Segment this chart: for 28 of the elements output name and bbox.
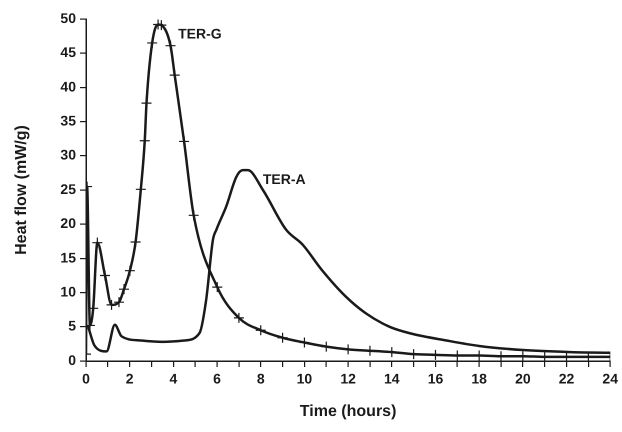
x-tick-label: 8 — [256, 370, 265, 386]
x-tick-label: 0 — [82, 370, 90, 386]
x-tick-label: 2 — [126, 370, 134, 386]
y-tick-label: 0 — [68, 352, 76, 368]
x-tick-label: 4 — [169, 370, 178, 386]
x-tick-label: 16 — [428, 370, 444, 386]
x-tick-label: 12 — [340, 370, 356, 386]
y-tick-label: 50 — [60, 10, 76, 26]
x-tick-label: 10 — [296, 370, 312, 386]
series-label: TER-A — [262, 171, 306, 188]
y-tick-label: 30 — [60, 146, 76, 163]
y-tick-label: 5 — [68, 318, 76, 334]
y-tick-label: 10 — [60, 283, 76, 300]
series-label: TER-G — [178, 25, 222, 42]
y-tick-label: 15 — [60, 249, 76, 266]
y-axis-title: Heat flow (mW/g) — [13, 125, 30, 255]
y-tick-label: 20 — [60, 215, 76, 232]
x-tick-label: 6 — [213, 370, 222, 386]
y-tick-label: 45 — [60, 44, 76, 60]
x-tick-label: 14 — [384, 370, 400, 386]
y-tick-label: 35 — [60, 112, 76, 128]
x-tick-label: 22 — [558, 370, 575, 386]
x-tick-label: 24 — [602, 370, 618, 386]
y-tick-label: 25 — [60, 180, 76, 197]
x-tick-label: 20 — [515, 370, 531, 386]
x-tick-label: 18 — [471, 370, 488, 386]
x-axis-title: Time (hours) — [300, 402, 396, 420]
y-tick-label: 40 — [60, 78, 76, 94]
